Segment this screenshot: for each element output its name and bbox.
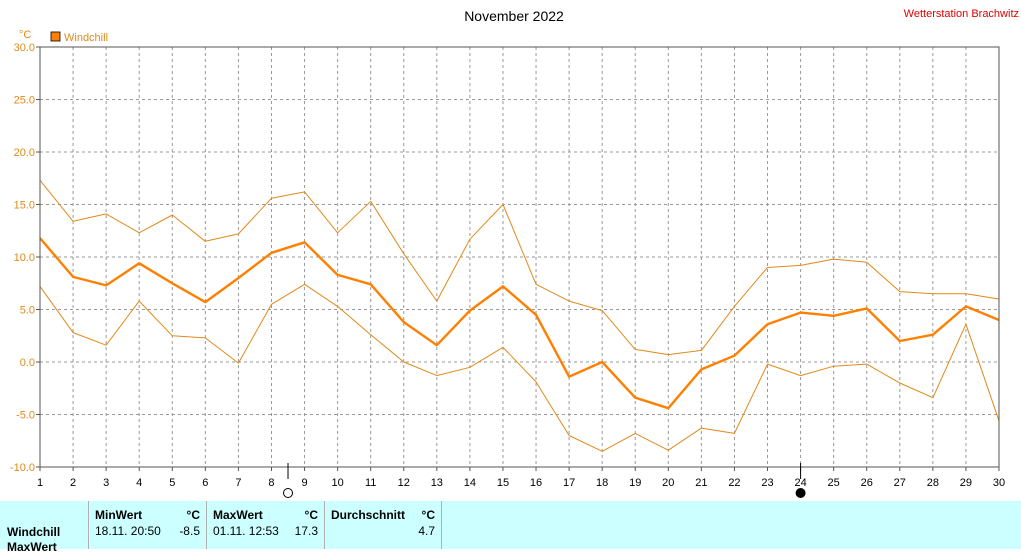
- x-tick-label: 19: [629, 477, 641, 489]
- moon-markers: [283, 463, 806, 498]
- x-tick-label: 25: [828, 477, 840, 489]
- max-value: 17.3: [294, 524, 318, 538]
- x-tick-label: 10: [331, 477, 343, 489]
- plot-frame: [39, 46, 1000, 468]
- legend-swatch: [50, 31, 61, 42]
- x-tick-label: 11: [365, 477, 376, 489]
- chart: November 2022 Wetterstation Brachwitz °C…: [10, 8, 1019, 498]
- y-tick-label: 5.0: [20, 305, 35, 317]
- new-moon-icon: [795, 488, 806, 498]
- x-tick-label: 29: [960, 477, 972, 489]
- y-tick-label: -5.0: [16, 410, 35, 422]
- x-tick-label: 22: [728, 477, 740, 489]
- x-tick-label: 14: [464, 477, 476, 489]
- x-tick-label: 13: [431, 477, 443, 489]
- max-unit: °C: [304, 508, 318, 522]
- x-tick-label: 2: [70, 477, 76, 489]
- row-label-windchill: Windchill: [7, 525, 61, 539]
- min-value: -8.5: [179, 524, 200, 538]
- x-tick-label: 27: [894, 477, 906, 489]
- y-tick-label: 30.0: [14, 42, 35, 54]
- stats-min-col: MinWert °C 18.11. 20:50 -8.5: [88, 501, 206, 549]
- x-tick-label: 8: [268, 477, 274, 489]
- x-tick-label: 5: [169, 477, 175, 489]
- legend-label: Windchill: [64, 32, 108, 44]
- chart-title: November 2022: [464, 8, 564, 24]
- x-tick-label: 15: [497, 477, 509, 489]
- x-tick-label: 16: [530, 477, 542, 489]
- series-line-min: [39, 283, 1000, 452]
- y-tick-label: 25.0: [14, 95, 35, 107]
- x-tick-label: 3: [103, 477, 109, 489]
- y-tick-label: 20.0: [14, 147, 35, 159]
- x-tick-label: 7: [235, 477, 241, 489]
- series-lines: [39, 179, 1000, 452]
- series-line-mean: [39, 237, 1000, 410]
- station-name: Wetterstation Brachwitz: [904, 8, 1019, 20]
- x-tick-label: 12: [398, 477, 410, 489]
- full-moon-icon: [283, 488, 294, 498]
- max-datetime: 01.11. 12:53: [213, 524, 279, 538]
- x-tick-label: 17: [563, 477, 575, 489]
- min-unit: °C: [186, 508, 200, 522]
- stats-panel: Windchill MaxWert MinWert °C 18.11. 20:5…: [0, 501, 1021, 554]
- x-tick-label: 20: [662, 477, 674, 489]
- x-tick-label: 23: [761, 477, 773, 489]
- avg-value: 4.7: [418, 524, 435, 538]
- y-tick-label: 10.0: [14, 252, 35, 264]
- stats-max-col: MaxWert °C 01.11. 12:53 17.3: [206, 501, 324, 549]
- x-tick-label: 18: [596, 477, 608, 489]
- x-tick-label: 26: [861, 477, 873, 489]
- y-tick-label: 15.0: [14, 200, 35, 212]
- x-tick-label: 4: [136, 477, 142, 489]
- row-label-maxwert: MaxWert: [7, 540, 57, 554]
- x-tick-label: 28: [927, 477, 939, 489]
- min-datetime: 18.11. 20:50: [95, 524, 161, 538]
- x-tick-label: 21: [695, 477, 707, 489]
- max-header: MaxWert: [213, 508, 263, 522]
- x-tick-label: 24: [794, 477, 806, 489]
- x-tick-label: 6: [202, 477, 208, 489]
- series-line-max: [39, 179, 1000, 356]
- x-tick-label: 9: [301, 477, 307, 489]
- x-tick-label: 1: [37, 477, 43, 489]
- min-header: MinWert: [95, 508, 143, 522]
- grid: [40, 47, 999, 467]
- avg-unit: °C: [421, 508, 435, 522]
- x-tick-label: 30: [993, 477, 1005, 489]
- x-axis: 1 2 3 4 5 6 7 8 9 10 11 12 13 14 15 16 17 18 19 20 21 22 23 24 2…: [37, 467, 1005, 489]
- y-tick-label: -10.0: [10, 462, 35, 474]
- avg-header: Durchschnitt: [331, 508, 406, 522]
- y-unit-label: °C: [19, 29, 31, 41]
- y-axis: 30.0 25.0 20.0 15.0 10.0 5.0 0.0 -5.0 -10.0: [10, 42, 40, 474]
- stats-avg-col: Durchschnitt °C 4.7: [324, 501, 442, 549]
- y-tick-label: 0.0: [20, 357, 35, 369]
